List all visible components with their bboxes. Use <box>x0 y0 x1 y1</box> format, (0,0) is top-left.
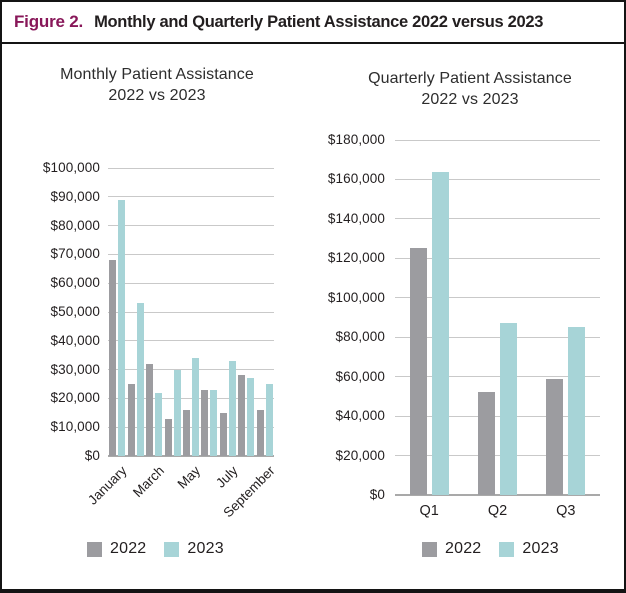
bar-2022-q2 <box>478 392 495 495</box>
x-axis-category-label: Q2 <box>487 503 508 519</box>
bar-2022-january <box>109 260 116 456</box>
legend-entry-2022: 2022 <box>87 540 146 558</box>
gridline <box>395 297 600 299</box>
x-axis-line <box>395 494 600 496</box>
gridline <box>108 426 274 428</box>
y-axis-tick-label: $60,000 <box>335 368 385 384</box>
legend-entry-2023: 2023 <box>499 540 559 558</box>
y-axis-tick-label: $10,000 <box>50 419 100 435</box>
bar-2022-august <box>238 375 245 456</box>
y-axis-tick-label: $20,000 <box>335 447 385 463</box>
legend-label: 2023 <box>187 540 224 557</box>
y-axis-tick-label: $80,000 <box>50 217 100 233</box>
gridline <box>395 376 600 378</box>
gridline <box>108 253 274 255</box>
bar-2023-q1 <box>432 172 449 495</box>
figure-title: Monthly and Quarterly Patient Assistance… <box>94 12 544 31</box>
x-axis-category-label: July <box>212 463 241 491</box>
bar-2023-april <box>174 370 181 456</box>
figure-label: Figure 2. <box>14 12 84 31</box>
bar-2022-july <box>220 413 227 456</box>
legend-swatch-2022 <box>422 541 437 557</box>
legend-swatch-2022 <box>87 541 102 557</box>
gridline <box>108 340 274 342</box>
bar-2022-may <box>183 410 190 456</box>
legend-label: 2022 <box>110 540 147 557</box>
legend: 2022 2023 <box>87 540 242 558</box>
gridline <box>108 397 274 399</box>
bar-2023-may <box>192 358 199 456</box>
y-axis-tick-label: $100,000 <box>42 160 100 175</box>
x-axis-category-label: January <box>85 463 130 508</box>
x-axis-category-label: May <box>174 463 204 492</box>
gridline <box>108 167 274 169</box>
gridline <box>395 178 600 180</box>
y-axis-tick-label: $180,000 <box>327 132 385 147</box>
chart-title: Monthly Patient Assistance 2022 vs 2023 <box>60 66 254 105</box>
chart-title: Quarterly Patient Assistance 2022 vs 202… <box>368 70 572 109</box>
legend-entry-2022: 2022 <box>422 540 481 558</box>
gridline <box>395 455 600 457</box>
bar-2022-june <box>201 390 208 456</box>
legend-entry-2023: 2023 <box>164 540 224 558</box>
figure-header: Figure 2. Monthly and Quarterly Patient … <box>2 2 624 44</box>
gridline <box>108 311 274 313</box>
gridline <box>108 282 274 284</box>
gridline <box>395 139 600 141</box>
gridline <box>395 415 600 417</box>
gridline <box>108 196 274 198</box>
gridline <box>108 369 274 371</box>
x-axis-category-label: March <box>129 463 167 501</box>
y-axis-tick-label: $140,000 <box>327 210 385 226</box>
x-axis-line <box>108 455 274 457</box>
legend-swatch-2023 <box>499 541 515 557</box>
x-axis-category-label: Q1 <box>419 503 439 519</box>
y-axis-tick-label: $50,000 <box>50 304 100 319</box>
y-axis-tick-label: $80,000 <box>335 329 385 345</box>
legend-swatch-2023 <box>164 541 180 557</box>
y-axis-tick-label: $160,000 <box>327 171 385 187</box>
bar-2023-q3 <box>568 327 585 495</box>
y-axis-tick-label: $0 <box>84 448 100 463</box>
y-axis-tick-label: $40,000 <box>50 332 100 348</box>
y-axis-tick-label: $0 <box>369 487 385 502</box>
y-axis-tick-label: $90,000 <box>50 188 100 204</box>
bar-2023-february <box>137 303 144 456</box>
bar-2023-march <box>155 393 162 456</box>
bar-2023-july <box>229 361 236 456</box>
y-axis-tick-label: $70,000 <box>50 246 100 262</box>
y-axis-tick-label: $60,000 <box>50 275 100 291</box>
x-axis-category-label: Q3 <box>556 503 576 519</box>
gridline <box>395 336 600 338</box>
gridline <box>395 257 600 259</box>
bar-2022-september <box>257 410 264 456</box>
legend-label: 2023 <box>522 540 559 557</box>
bar-2023-q2 <box>500 323 517 495</box>
bar-2022-march <box>146 364 153 456</box>
legend: 2022 2023 <box>422 540 577 558</box>
bar-2022-q3 <box>546 379 563 495</box>
bar-2023-june <box>210 390 217 456</box>
bar-2022-february <box>128 384 135 456</box>
y-axis-tick-label: $100,000 <box>327 289 385 305</box>
y-axis-tick-label: $40,000 <box>335 408 385 424</box>
y-axis-tick-label: $30,000 <box>50 361 100 377</box>
bar-2022-q1 <box>410 248 427 495</box>
gridline <box>395 218 600 220</box>
bar-2023-january <box>118 200 125 456</box>
legend-label: 2022 <box>445 540 482 557</box>
bar-2023-august <box>247 378 254 456</box>
bar-2023-september <box>266 384 273 456</box>
y-axis-tick-label: $120,000 <box>327 250 385 266</box>
gridline <box>108 225 274 227</box>
y-axis-tick-label: $20,000 <box>50 390 100 406</box>
bar-2022-april <box>165 419 172 456</box>
